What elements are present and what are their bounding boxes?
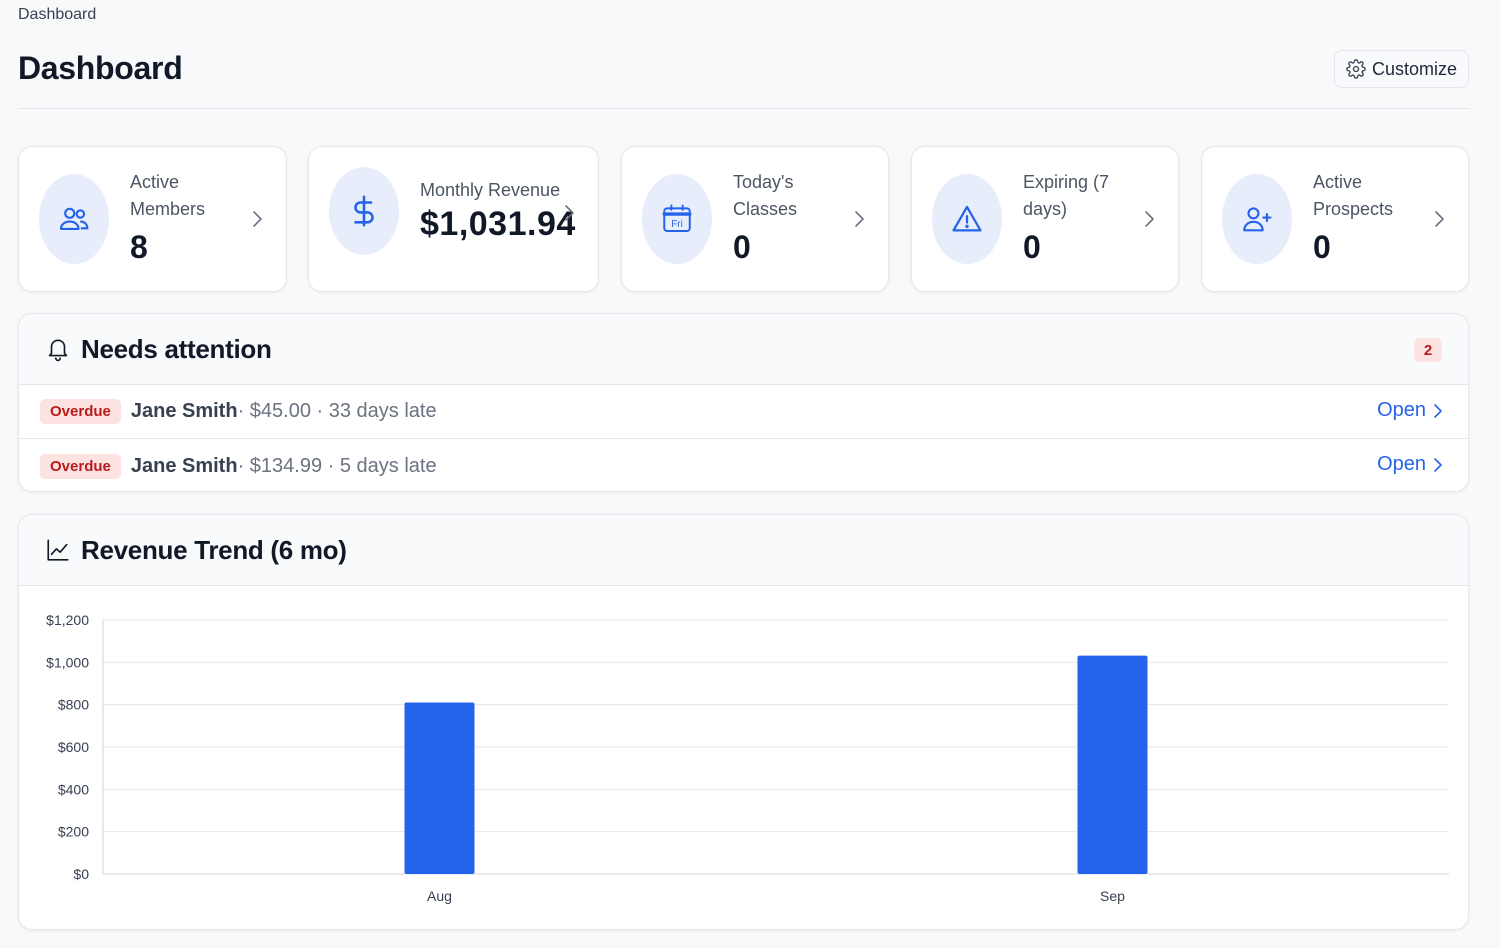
stat-card-monthly-revenue[interactable]: Monthly Revenue $1,031.94: [308, 146, 599, 292]
revenue-trend-title: Revenue Trend (6 mo): [81, 534, 347, 565]
y-tick-label: $800: [58, 697, 89, 713]
chevron-right-icon: [253, 211, 262, 227]
customize-button[interactable]: Customize: [1334, 50, 1469, 88]
needs-attention-header: Needs attention 2: [19, 314, 1468, 385]
stat-label: Monthly Revenue: [420, 180, 561, 200]
stat-card-todays-classes[interactable]: Fri Today's Classes 0: [621, 146, 889, 292]
header-divider: [18, 108, 1470, 109]
y-tick-label: $1,000: [46, 654, 89, 670]
line-chart-icon: [47, 539, 69, 561]
stat-card-active-members[interactable]: Active Members 8: [18, 146, 287, 292]
stat-icon-circle: [329, 167, 399, 255]
revenue-trend-header: Revenue Trend (6 mo): [19, 515, 1468, 586]
stat-icon-circle: [932, 174, 1002, 264]
attention-item: Overdue Jane Smith · $134.99 · 5 days la…: [19, 439, 1468, 491]
stat-icon-circle: [39, 174, 109, 264]
stat-card-expiring[interactable]: Expiring (7 days) 0: [911, 146, 1179, 292]
bar-sep[interactable]: [1077, 655, 1148, 874]
revenue-bar-chart: $0 $200 $400 $600 $800 $1,000 $1,200 Aug Sep: [46, 612, 1449, 904]
page-title: Dashboard: [18, 50, 183, 86]
y-tick-label: $400: [58, 781, 89, 797]
bar-aug[interactable]: [404, 702, 475, 874]
open-link[interactable]: Open: [1377, 399, 1444, 422]
chevron-right-icon: [1434, 403, 1442, 418]
stat-value: 0: [1023, 229, 1041, 265]
chevron-right-icon: [1434, 457, 1442, 472]
overdue-badge: Overdue: [40, 453, 121, 479]
y-tick-label: $600: [58, 739, 89, 755]
revenue-trend-panel: Revenue Trend (6 mo) $0 $200 $400 $600 $800 $…: [18, 514, 1469, 930]
chevron-right-icon: [1435, 211, 1444, 227]
open-label: Open: [1377, 453, 1426, 475]
breadcrumb[interactable]: Dashboard: [18, 6, 97, 23]
customize-label: Customize: [1371, 58, 1458, 79]
member-name: Jane Smith: [130, 454, 238, 477]
attention-count-badge: 2: [1414, 338, 1442, 362]
attention-item: Overdue Jane Smith · $45.00 · 33 days la…: [19, 385, 1468, 439]
users-icon: [59, 207, 89, 230]
x-tick-label: Aug: [427, 888, 452, 904]
attention-detail: · $45.00 · 33 days late: [237, 400, 437, 422]
stat-value: 8: [130, 229, 148, 265]
stat-card-active-prospects[interactable]: Active Prospects 0: [1201, 146, 1469, 292]
stat-icon-circle: [1222, 174, 1292, 264]
stat-value: $1,031.94: [420, 205, 576, 243]
revenue-chart: $0 $200 $400 $600 $800 $1,000 $1,200 Aug Sep: [19, 586, 1468, 929]
stat-label: Expiring (7 days): [1023, 172, 1110, 219]
bell-icon: [48, 339, 68, 362]
stat-value: 0: [733, 229, 751, 265]
stat-label: Active Prospects: [1313, 172, 1394, 219]
calendar-icon: Fri: [662, 204, 692, 233]
needs-attention-panel: Needs attention 2 Overdue Jane Smith · $…: [18, 313, 1469, 492]
overdue-badge: Overdue: [40, 399, 121, 424]
open-link[interactable]: Open: [1377, 453, 1444, 476]
chevron-right-icon: [565, 205, 574, 221]
stat-label: Today's Classes: [733, 172, 798, 219]
y-tick-label: $0: [73, 866, 89, 882]
stat-icon-circle: Fri: [642, 174, 712, 264]
y-tick-label: $200: [58, 824, 89, 840]
svg-text:Fri: Fri: [671, 219, 683, 230]
chevron-right-icon: [1145, 211, 1154, 227]
stat-label: Active Members: [130, 172, 206, 219]
open-label: Open: [1377, 399, 1426, 421]
x-tick-label: Sep: [1100, 888, 1125, 904]
dollar-icon: [354, 195, 374, 227]
warning-icon: [952, 205, 982, 232]
user-plus-icon: [1243, 207, 1272, 232]
gear-icon: [1346, 59, 1366, 79]
chevron-right-icon: [855, 211, 864, 227]
needs-attention-title: Needs attention: [81, 333, 272, 364]
y-tick-label: $1,200: [46, 612, 89, 628]
stat-value: 0: [1313, 229, 1331, 265]
member-name: Jane Smith: [130, 400, 238, 422]
attention-detail: · $134.99 · 5 days late: [237, 454, 437, 477]
